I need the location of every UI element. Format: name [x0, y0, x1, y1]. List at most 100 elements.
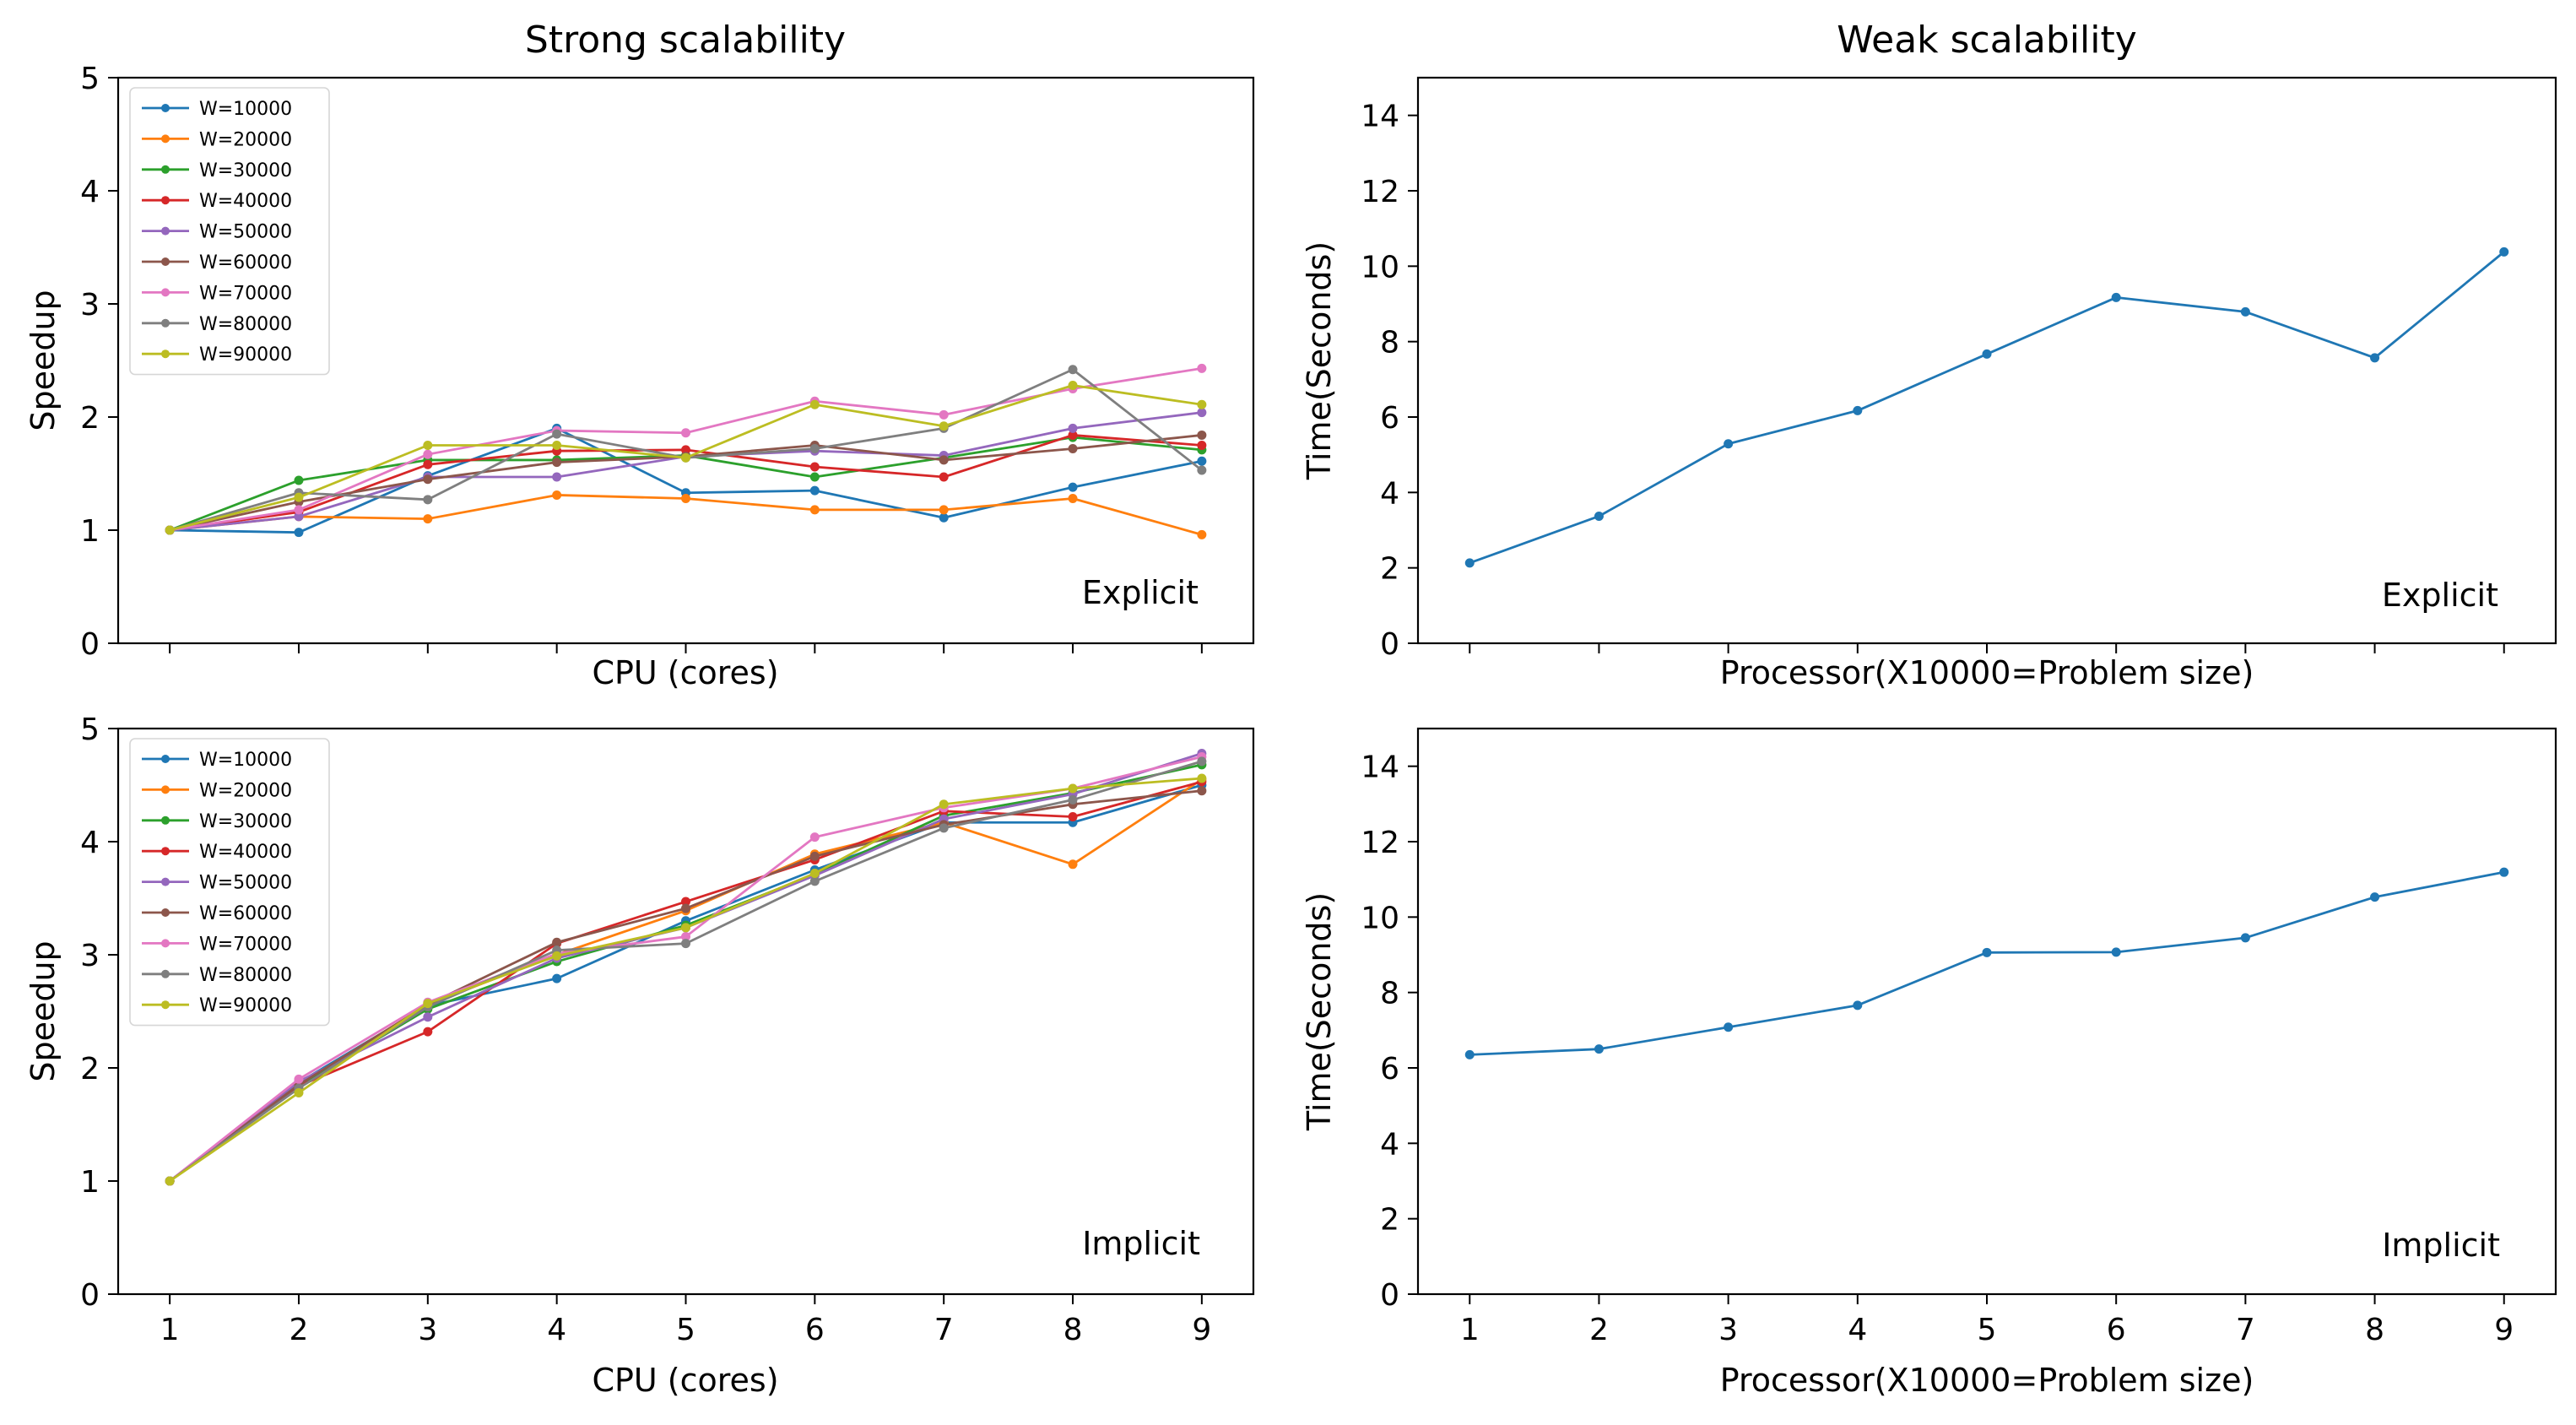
legend-marker: [161, 288, 170, 297]
y-tick-label: 1: [80, 1165, 100, 1200]
plot-area: [1464, 247, 2509, 568]
legend-label: W=90000: [199, 995, 292, 1016]
data-point: [1197, 430, 1207, 440]
y-tick-label: 14: [1361, 750, 1399, 785]
data-point: [809, 444, 820, 454]
legend-marker: [161, 165, 170, 174]
legend: W=10000 W=20000 W=30000 W=40000 W=50000 W=600…: [129, 738, 330, 1027]
data-point: [809, 832, 820, 843]
data-point: [423, 999, 433, 1009]
data-point: [1197, 363, 1207, 373]
legend-label: W=80000: [199, 965, 292, 986]
y-axis-label: Time(Seconds): [1301, 892, 1338, 1131]
x-axis-label: CPU (cores): [592, 1362, 778, 1399]
legend-label: W=90000: [199, 344, 292, 366]
data-point: [1724, 439, 1734, 449]
x-tick-label: 5: [1978, 1313, 1997, 1347]
legend-marker: [161, 815, 170, 825]
data-point: [939, 823, 949, 833]
data-point: [552, 951, 562, 961]
panel-annotation: Implicit: [1082, 1225, 1200, 1262]
panel-annotation: Explicit: [1082, 574, 1199, 611]
data-point: [809, 462, 820, 472]
legend-label: W=10000: [199, 750, 292, 771]
data-point: [1068, 482, 1078, 492]
data-point: [1853, 1000, 1863, 1011]
plot-area: [1464, 867, 2509, 1059]
data-point: [2370, 892, 2380, 902]
legend-label: W=20000: [199, 129, 292, 150]
data-point: [939, 512, 949, 523]
data-point: [809, 869, 820, 879]
data-point: [681, 445, 690, 455]
data-point: [1197, 399, 1207, 409]
y-axis-label: Speedup: [24, 290, 62, 431]
x-axis-label: Processor(X10000=Problem size): [1720, 654, 2254, 691]
y-tick-label: 8: [1380, 326, 1399, 360]
legend-label: W=70000: [199, 934, 292, 955]
data-point: [939, 505, 949, 515]
data-point: [1853, 405, 1863, 415]
x-tick-label: 7: [934, 1313, 954, 1347]
data-point: [423, 1027, 433, 1037]
data-point: [1197, 773, 1207, 783]
data-point: [1068, 812, 1078, 822]
panel-strong-implicit: Speedup CPU (cores) Implicit 0 1 2 3 4 5 1 2 3 4 5…: [24, 712, 1255, 1399]
data-point: [681, 939, 690, 949]
data-point: [1068, 783, 1078, 794]
data-point: [681, 493, 690, 503]
data-point: [1068, 430, 1078, 440]
legend-label: W=80000: [199, 314, 292, 335]
legend-marker: [161, 755, 170, 763]
y-tick-label: 14: [1361, 100, 1399, 134]
legend-marker: [161, 1000, 170, 1010]
data-point: [1724, 1022, 1734, 1032]
panel-title: Strong scalability: [525, 19, 846, 62]
y-tick-label: 4: [80, 175, 100, 209]
y-tick-label: 3: [80, 939, 100, 973]
y-tick-label: 1: [80, 514, 100, 549]
data-point: [423, 459, 433, 469]
legend-label: W=20000: [199, 780, 292, 801]
legend-label: W=10000: [199, 99, 292, 120]
legend-marker: [161, 104, 170, 112]
data-point: [294, 1074, 304, 1084]
data-point: [681, 452, 690, 463]
y-tick-label: 2: [1380, 1203, 1399, 1238]
x-tick-label: 8: [2365, 1313, 2384, 1347]
y-tick-label: 6: [1380, 1052, 1399, 1086]
data-point: [1068, 365, 1078, 375]
legend-marker: [161, 939, 170, 948]
y-tick-label: 10: [1361, 901, 1399, 935]
data-point: [1197, 441, 1207, 450]
data-point: [552, 472, 562, 482]
data-point: [423, 514, 433, 524]
legend-marker: [161, 785, 170, 794]
y-axis-label: Time(Seconds): [1301, 241, 1338, 480]
panel-weak-explicit: Weak scalability Time(Seconds) Processor…: [1301, 19, 2557, 691]
data-point: [423, 474, 433, 485]
data-point: [294, 492, 304, 502]
data-point: [1068, 859, 1078, 870]
legend-label: W=60000: [199, 252, 292, 274]
x-tick-label: 4: [1848, 1313, 1867, 1347]
x-tick-label: 4: [547, 1313, 566, 1347]
data-point: [2370, 353, 2380, 363]
data-point: [2499, 867, 2509, 877]
data-point: [1068, 423, 1078, 433]
data-point: [809, 485, 820, 496]
data-point: [809, 851, 820, 861]
y-tick-label: 0: [80, 1278, 100, 1313]
legend-marker: [161, 226, 170, 236]
legend-label: W=70000: [199, 283, 292, 304]
data-point: [294, 528, 304, 538]
y-tick-label: 4: [80, 826, 100, 860]
data-point: [939, 472, 949, 482]
y-tick-label: 2: [1380, 552, 1399, 587]
legend-marker: [161, 196, 170, 205]
panel-title: Weak scalability: [1837, 19, 2137, 62]
y-tick-label: 0: [1380, 627, 1399, 662]
y-tick-label: 3: [80, 288, 100, 322]
data-point: [939, 799, 949, 810]
